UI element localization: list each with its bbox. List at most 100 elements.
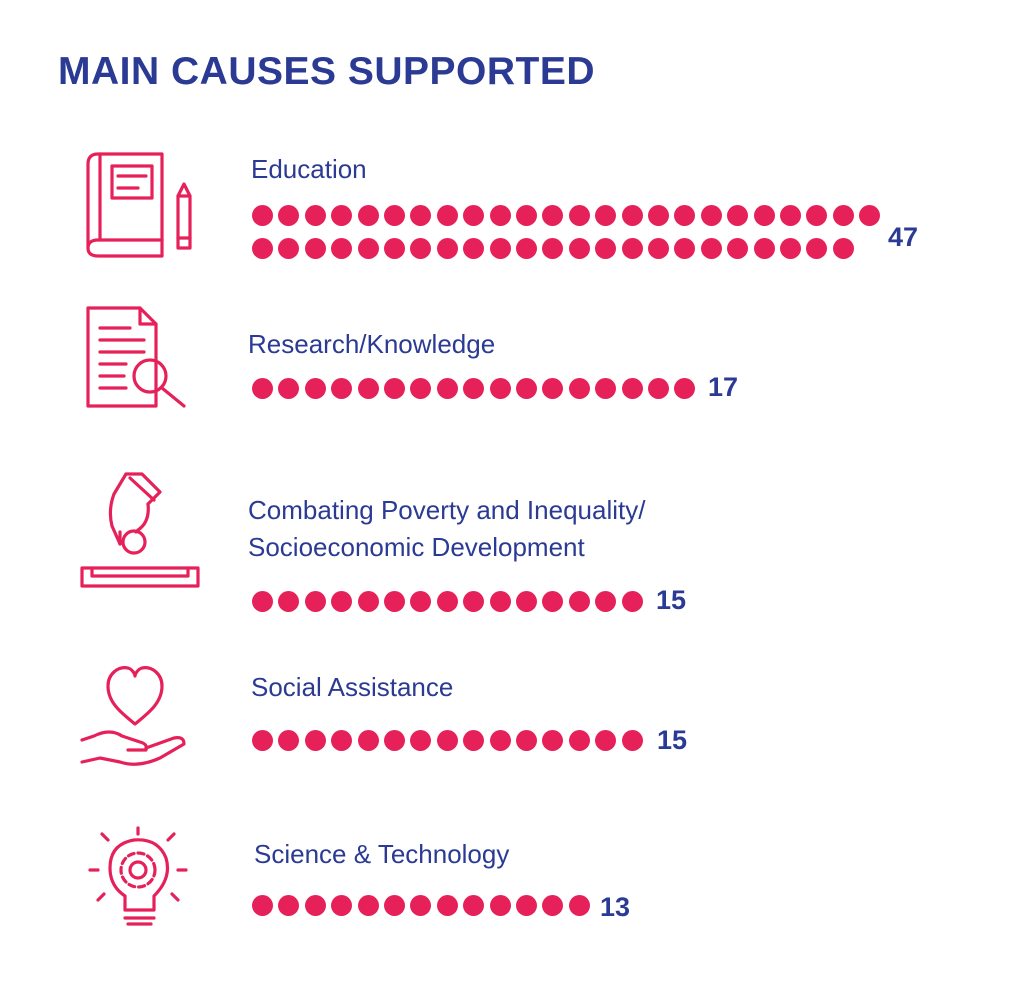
dot-research-knowledge-13 [568, 378, 590, 399]
dot-combating-poverty-1 [252, 591, 273, 612]
dot-social-assistance-9 [463, 730, 485, 751]
cause-label-research-knowledge: Research/Knowledge [248, 329, 496, 359]
dot-education-43 [727, 238, 749, 259]
dot-science-technology-10 [489, 895, 511, 916]
dot-research-knowledge-8 [436, 378, 458, 399]
dot-research-knowledge-14 [595, 378, 617, 399]
cause-label-combating-poverty-line1: Combating Poverty and Inequality/ [248, 495, 646, 525]
cause-value-education: 47 [888, 222, 919, 252]
dot-education-34 [489, 238, 511, 259]
dot-education-44 [753, 238, 775, 259]
dot-social-assistance-13 [568, 730, 590, 751]
dot-education-12 [542, 205, 564, 226]
dot-education-20 [753, 205, 775, 226]
cause-label-education: Education [251, 154, 367, 184]
hand-coin-icon [80, 470, 200, 590]
dot-education-46 [806, 238, 828, 259]
dot-social-assistance-5 [357, 730, 379, 751]
cause-value-combating-poverty: 15 [656, 585, 687, 615]
cause-value-science-technology: 13 [600, 892, 631, 922]
dot-combating-poverty-4 [331, 591, 353, 612]
dot-science-technology-6 [384, 895, 405, 916]
dot-education-26 [278, 238, 300, 259]
dot-education-24 [859, 205, 881, 226]
dot-education-40 [648, 238, 669, 259]
dot-combating-poverty-9 [463, 591, 485, 612]
dot-social-assistance-1 [252, 730, 273, 751]
dot-education-15 [621, 205, 643, 226]
dot-science-technology-12 [542, 895, 564, 916]
dot-social-assistance-12 [542, 730, 564, 751]
cause-label-science-technology: Science & Technology [254, 839, 510, 869]
dot-education-45 [780, 238, 801, 259]
dot-education-37 [568, 238, 590, 259]
document-magnifier-icon [86, 306, 196, 412]
lightbulb-gear-icon [88, 826, 194, 932]
dot-science-technology-5 [357, 895, 379, 916]
dot-social-assistance-7 [410, 730, 432, 751]
dot-social-assistance-4 [331, 730, 353, 751]
cause-value-research-knowledge: 17 [708, 372, 739, 402]
dot-education-27 [304, 238, 326, 259]
dot-education-17 [674, 205, 696, 226]
dot-education-16 [648, 205, 669, 226]
dot-education-11 [516, 205, 537, 226]
dot-combating-poverty-7 [410, 591, 432, 612]
dot-education-42 [700, 238, 722, 259]
dot-research-knowledge-1 [252, 378, 273, 399]
dot-education-19 [727, 205, 749, 226]
dot-education-3 [304, 205, 326, 226]
dot-science-technology-8 [436, 895, 458, 916]
dot-combating-poverty-12 [542, 591, 564, 612]
dot-education-38 [595, 238, 617, 259]
dot-social-assistance-10 [489, 730, 511, 751]
dot-education-5 [357, 205, 379, 226]
dot-education-13 [568, 205, 590, 226]
book-pencil-icon [80, 152, 200, 262]
dot-social-assistance-2 [278, 730, 300, 751]
dot-education-29 [357, 238, 379, 259]
dot-education-25 [252, 238, 273, 259]
dot-research-knowledge-2 [278, 378, 300, 399]
dot-research-knowledge-12 [542, 378, 564, 399]
dot-education-35 [516, 238, 537, 259]
dot-social-assistance-6 [384, 730, 405, 751]
dot-education-2 [278, 205, 300, 226]
dot-combating-poverty-13 [568, 591, 590, 612]
dot-education-4 [331, 205, 353, 226]
dot-science-technology-2 [278, 895, 300, 916]
cause-label-social-assistance: Social Assistance [251, 672, 454, 702]
dot-research-knowledge-16 [648, 378, 669, 399]
dot-education-6 [384, 205, 405, 226]
dot-research-knowledge-11 [516, 378, 537, 399]
dot-science-technology-11 [516, 895, 537, 916]
dot-research-knowledge-5 [357, 378, 379, 399]
dot-social-assistance-11 [516, 730, 537, 751]
dot-combating-poverty-11 [516, 591, 537, 612]
dot-education-36 [542, 238, 564, 259]
dot-combating-poverty-6 [384, 591, 405, 612]
dot-education-30 [384, 238, 405, 259]
dot-research-knowledge-10 [489, 378, 511, 399]
dot-combating-poverty-2 [278, 591, 300, 612]
dot-combating-poverty-15 [621, 591, 643, 612]
dot-social-assistance-15 [621, 730, 643, 751]
dot-education-9 [463, 205, 485, 226]
dot-combating-poverty-3 [304, 591, 326, 612]
dot-education-39 [621, 238, 643, 259]
dot-education-31 [410, 238, 432, 259]
dot-science-technology-13 [568, 895, 590, 916]
dot-education-28 [331, 238, 353, 259]
dot-science-technology-7 [410, 895, 432, 916]
cause-value-social-assistance: 15 [657, 725, 688, 755]
dot-research-knowledge-6 [384, 378, 405, 399]
dot-education-32 [436, 238, 458, 259]
dot-education-8 [436, 205, 458, 226]
dot-education-47 [832, 238, 854, 259]
dot-education-41 [674, 238, 696, 259]
dot-education-10 [489, 205, 511, 226]
dot-research-knowledge-3 [304, 378, 326, 399]
heart-hand-icon [80, 664, 190, 772]
dot-research-knowledge-4 [331, 378, 353, 399]
dot-education-18 [700, 205, 722, 226]
